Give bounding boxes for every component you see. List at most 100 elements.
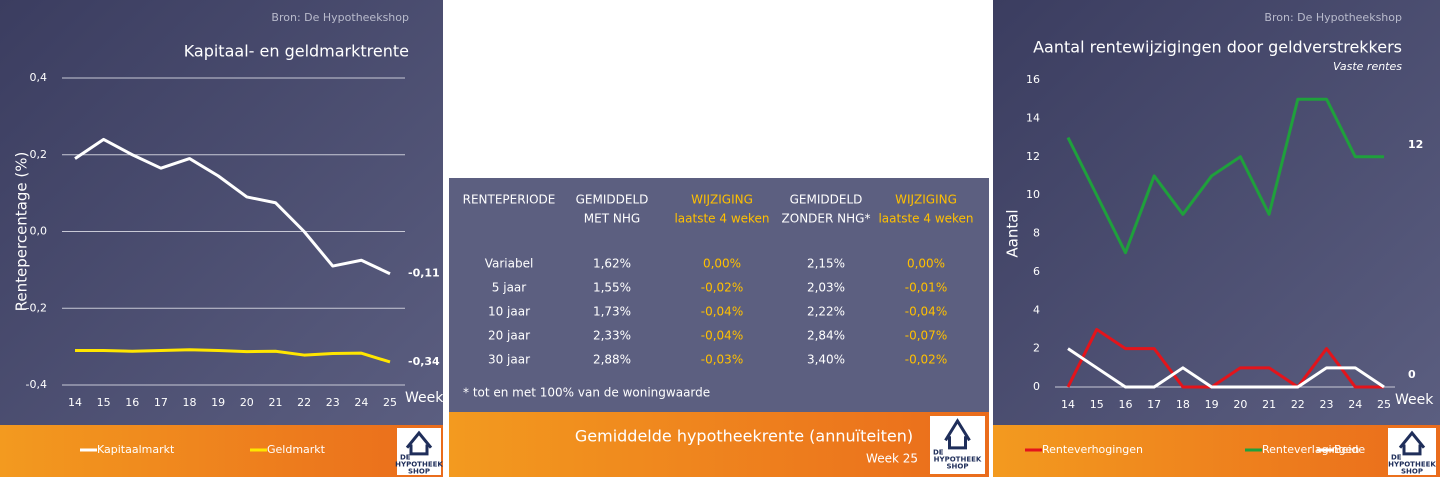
x-tick-label: 17 [1147,398,1161,411]
x-tick-label: 22 [1291,398,1305,411]
table-cell: -0,02% [701,281,743,295]
table-cell: 5 jaar [492,281,526,295]
column-header: GEMIDDELD [790,193,863,207]
column-header: WIJZIGING [691,193,753,207]
table-panel [449,178,989,412]
table-cell: 2,03% [807,281,845,295]
x-tick-label: 22 [297,396,311,409]
x-tick-label: 21 [1262,398,1276,411]
logos: DEHYPOTHEEKSHOPDEHYPOTHEEKSHOPDEHYPOTHEE… [395,416,1436,476]
table-cell: 0,00% [907,257,945,271]
logo-text: SHOP [408,468,430,476]
table-cell: 20 jaar [488,329,530,343]
table-cell: 2,15% [807,257,845,271]
chart-subtitle: Vaste rentes [1333,60,1402,73]
x-tick-label: 16 [125,396,139,409]
logo-house [405,430,433,456]
x-tick-label: 16 [1118,398,1132,411]
legend-label: Renteverlagingen [1262,443,1359,456]
y-tick-label: 8 [1033,227,1040,240]
y-tick-label: 0,4 [30,71,48,84]
line [1067,347,1385,389]
x-tick-label: 23 [326,396,340,409]
logo-text: DE [400,454,411,462]
column-header: RENTEPERIODE [463,193,556,207]
logo-bg [397,428,441,475]
chart-title: Aantal rentewijzigingen door geldverstre… [1033,38,1402,57]
logo-bg [1388,428,1436,475]
logo-bg [930,416,985,474]
panel-left [0,0,443,425]
x-tick-label: 15 [97,396,111,409]
logo-text: HYPOTHEEK [934,456,982,464]
column-header: GEMIDDELD [576,193,649,207]
x-tick-label: 19 [211,396,225,409]
y-tick-label: -0,2 [26,301,47,314]
end-label: -0,34 [408,355,440,368]
panel-right [993,0,1440,425]
table-cell: 30 jaar [488,353,530,367]
chart-title: Kapitaal- en geldmarktrente [184,42,409,61]
table-cell: 10 jaar [488,305,530,319]
column-header: MET NHG [584,212,640,226]
source: Bron: De Hypotheekshop [271,11,409,24]
end-label: 0 [1408,368,1416,381]
logo-house [1398,430,1426,456]
charts: Bron: De Hypotheekshop Kapitaal- en geldm… [13,11,1435,456]
x-tick-label: 18 [183,396,197,409]
column-header: WIJZIGING [895,193,957,207]
table-cell: 2,88% [593,353,631,367]
x-tick-label: 18 [1176,398,1190,411]
legend-label: Renteverhogingen [1042,443,1143,456]
logo-text: SHOP [947,463,969,471]
x-axis-label: Week [405,390,444,406]
table-cell: 3,40% [807,353,845,367]
logo-text: DE [933,449,944,457]
column-header: laatste 4 weken [674,212,769,226]
legend-label: Kapitaalmarkt [97,443,175,456]
table-cell: -0,02% [905,353,947,367]
logo-text: DE [1391,454,1402,462]
y-axis-label: Aantal [1004,209,1022,257]
column-header: ZONDER NHG* [782,212,871,226]
column-header: laatste 4 weken [878,212,973,226]
table-title: Gemiddelde hypotheekrente (annuïteiten) [575,427,913,446]
table: * tot en met 100% van de woningwaarde Ge… [463,193,974,466]
table-cell: Variabel [485,257,534,271]
y-tick-label: 0 [1033,380,1040,393]
end-label: -0,11 [408,267,440,280]
x-tick-label: 23 [1320,398,1334,411]
y-tick-label: 12 [1026,150,1040,163]
y-tick-label: 10 [1026,188,1040,201]
line [74,137,391,276]
table-cell: -0,04% [701,329,743,343]
table-cell: -0,04% [905,305,947,319]
legend-band [993,425,1440,477]
x-tick-label: 15 [1090,398,1104,411]
x-tick-label: 14 [1061,398,1075,411]
x-tick-label: 19 [1205,398,1219,411]
x-tick-label: 21 [268,396,282,409]
x-tick-label: 14 [68,396,82,409]
table-footer [449,412,989,477]
table-cell: 1,55% [593,281,631,295]
x-tick-label: 17 [154,396,168,409]
x-tick-label: 24 [1348,398,1362,411]
y-tick-label: 0,0 [30,225,48,238]
y-tick-label: 6 [1033,265,1040,278]
logo-text: HYPOTHEEK [1388,461,1436,469]
x-axis-label: Week [1395,392,1434,408]
x-tick-label: 20 [1233,398,1247,411]
y-tick-label: 14 [1026,111,1040,124]
x-tick-label: 24 [354,396,368,409]
logo-text: SHOP [1401,468,1423,476]
legend-band [0,425,443,477]
table-cell: 1,62% [593,257,631,271]
table-subtitle: Week 25 [866,452,918,466]
line [75,348,391,364]
